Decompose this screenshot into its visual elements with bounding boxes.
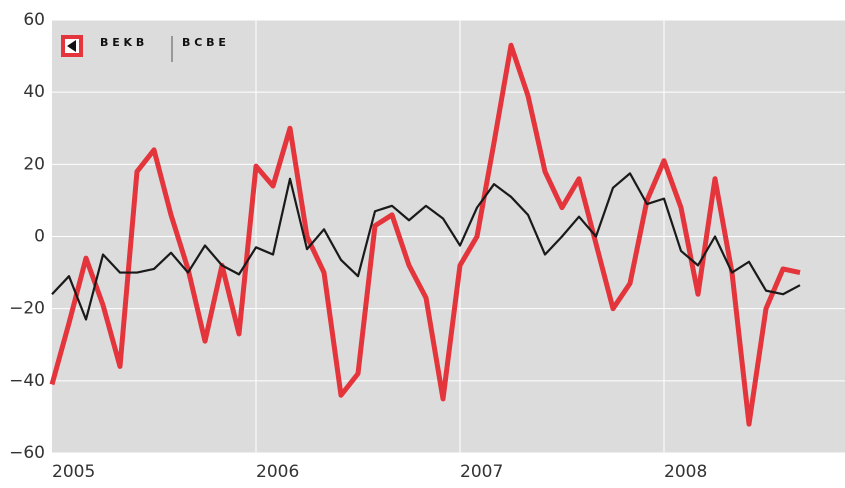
- series-line: [49, 42, 801, 427]
- y-tick-label: −20: [9, 299, 45, 319]
- logo-text: B E K B: [100, 36, 144, 49]
- logo-arrow: [67, 40, 76, 52]
- y-tick-label: 20: [23, 154, 45, 174]
- grid: [52, 19, 845, 454]
- x-tick-label: 2007: [460, 462, 503, 482]
- y-tick-label: −60: [9, 443, 45, 463]
- x-tick-label: 2005: [52, 462, 95, 482]
- y-tick-label: 0: [34, 227, 45, 247]
- series-line: [51, 172, 801, 321]
- x-tick-label: 2008: [664, 462, 707, 482]
- lines: [49, 42, 801, 427]
- y-tick-label: 40: [23, 82, 45, 102]
- y-tick-label: 60: [23, 10, 45, 30]
- logo: B E K B B C B E: [61, 35, 226, 62]
- logo-text: B C B E: [182, 36, 226, 49]
- y-tick-label: −40: [9, 371, 45, 391]
- x-tick-label: 2006: [256, 462, 299, 482]
